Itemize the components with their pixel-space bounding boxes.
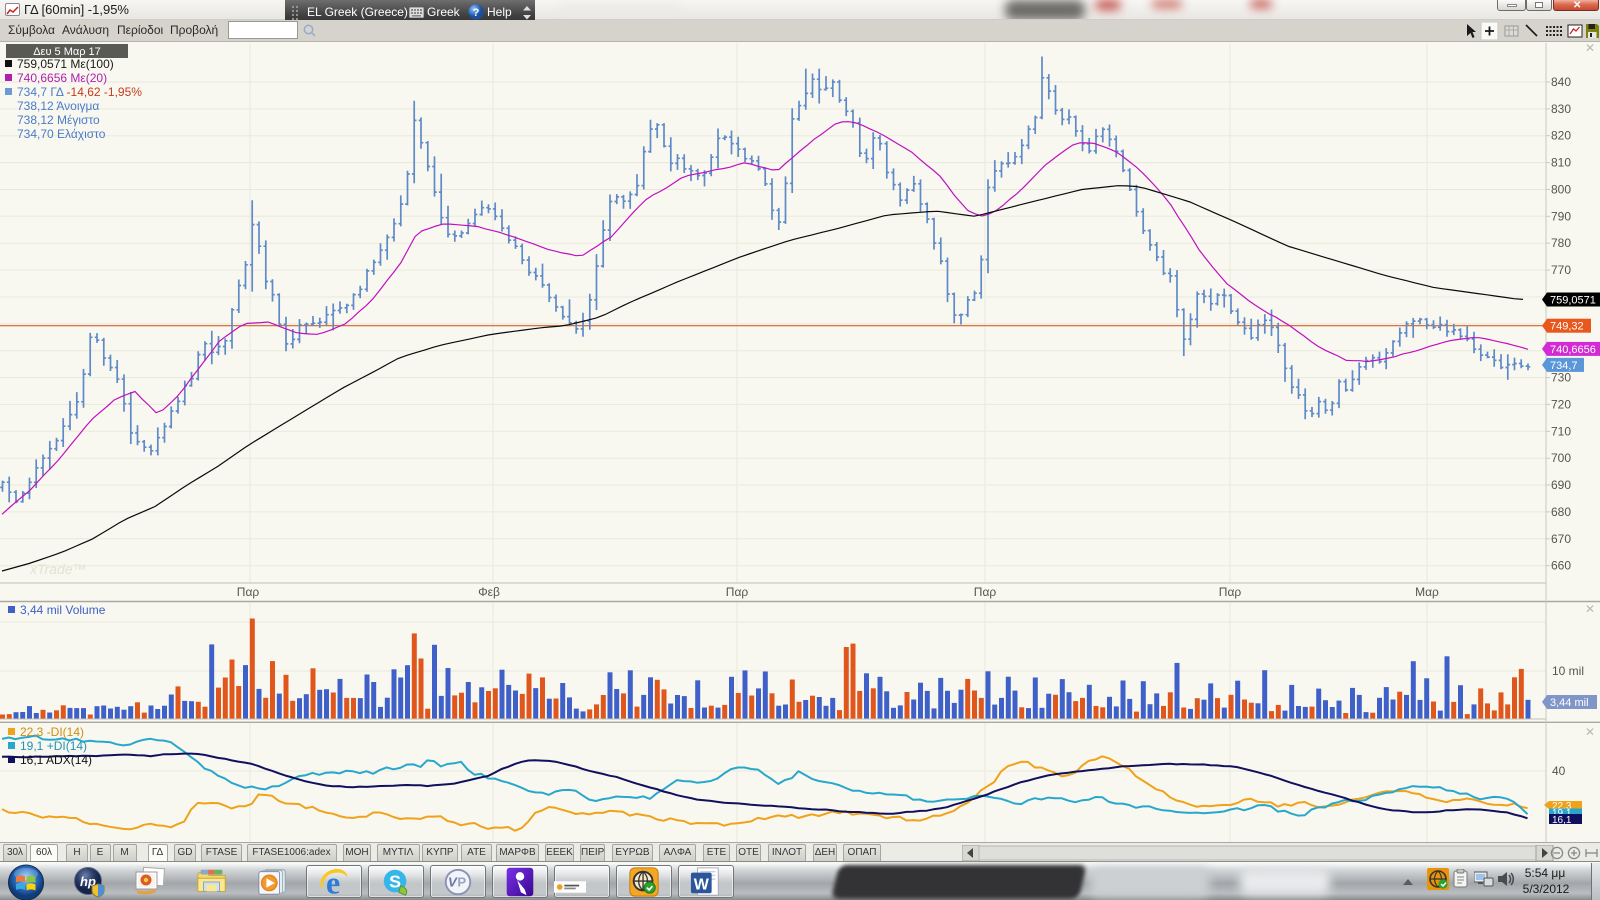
svg-text:3,44 mil: 3,44 mil (1550, 697, 1589, 709)
svg-text:759,0571 Με(100): 759,0571 Με(100) (17, 57, 114, 71)
svg-text:749,32: 749,32 (1550, 321, 1584, 333)
svg-text:✕: ✕ (1585, 725, 1595, 739)
svg-text:Παρ: Παρ (1219, 585, 1242, 599)
svg-text:xTrade™: xTrade™ (29, 561, 87, 577)
svg-text:V: V (448, 875, 458, 890)
svg-text:Δευ 5 Μαρ 17: Δευ 5 Μαρ 17 (33, 46, 101, 58)
svg-text:22,3 -DI(14): 22,3 -DI(14) (20, 725, 84, 739)
svg-text:840: 840 (1551, 75, 1571, 89)
svg-text:790: 790 (1551, 209, 1571, 223)
svg-text:670: 670 (1551, 532, 1571, 546)
svg-text:3,44 mil Volume: 3,44 mil Volume (20, 603, 106, 617)
svg-text:hp: hp (80, 874, 96, 889)
svg-text:734,7: 734,7 (1550, 360, 1578, 372)
svg-text:830: 830 (1551, 102, 1571, 116)
svg-text:Μαρ: Μαρ (1415, 585, 1439, 599)
svg-text:40: 40 (1552, 764, 1566, 778)
svg-text:738,12 Μέγιστο: 738,12 Μέγιστο (17, 113, 100, 127)
svg-text:800: 800 (1551, 183, 1571, 197)
svg-text:Παρ: Παρ (237, 585, 260, 599)
svg-text:759,0571: 759,0571 (1550, 295, 1596, 307)
svg-text:✕: ✕ (1585, 602, 1595, 616)
svg-text:700: 700 (1551, 451, 1571, 465)
svg-text:?: ? (473, 7, 480, 19)
svg-text:738,12 Άνοιγμα: 738,12 Άνοιγμα (17, 99, 99, 113)
svg-text:16,1: 16,1 (1552, 815, 1572, 826)
svg-text:P: P (457, 875, 466, 890)
svg-text:740,6656 Με(20): 740,6656 Με(20) (17, 71, 107, 85)
svg-text:W: W (694, 877, 710, 894)
svg-text:Φεβ: Φεβ (478, 585, 500, 599)
svg-text:734,70 Ελάχιστο: 734,70 Ελάχιστο (17, 127, 106, 141)
svg-text:Παρ: Παρ (974, 585, 997, 599)
svg-text:✕: ✕ (1585, 42, 1595, 55)
svg-text:660: 660 (1551, 559, 1571, 573)
svg-text:720: 720 (1551, 397, 1571, 411)
svg-text:19,1: 19,1 (1552, 808, 1572, 819)
svg-text:Παρ: Παρ (726, 585, 749, 599)
svg-text:680: 680 (1551, 505, 1571, 519)
svg-text:22,3: 22,3 (1552, 801, 1572, 812)
svg-text:734,7 ΓΔ -14,62 -1,95%: 734,7 ΓΔ -14,62 -1,95% (17, 85, 142, 99)
svg-text:19,1 +DI(14): 19,1 +DI(14) (20, 739, 87, 753)
svg-text:780: 780 (1551, 236, 1571, 250)
svg-text:S: S (389, 872, 401, 892)
svg-text:740,6656: 740,6656 (1550, 344, 1596, 356)
svg-text:690: 690 (1551, 478, 1571, 492)
svg-text:710: 710 (1551, 424, 1571, 438)
svg-text:10 mil: 10 mil (1552, 664, 1584, 678)
svg-text:810: 810 (1551, 156, 1571, 170)
svg-text:16,1 ADX(14): 16,1 ADX(14) (20, 753, 92, 767)
svg-text:730: 730 (1551, 371, 1571, 385)
svg-text:770: 770 (1551, 263, 1571, 277)
svg-text:820: 820 (1551, 129, 1571, 143)
